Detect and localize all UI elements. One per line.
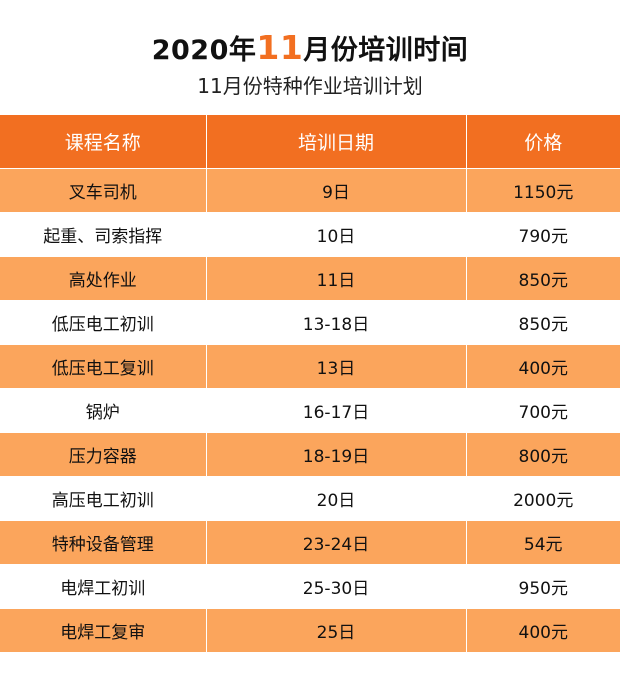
table-row: 特种设备管理 23-24日 54元 bbox=[0, 520, 620, 565]
table-row: 电焊工复审 25日 400元 bbox=[0, 608, 620, 652]
price: 1150元 bbox=[465, 168, 620, 213]
training-date: 13-18日 bbox=[205, 300, 466, 345]
training-date: 9日 bbox=[205, 168, 466, 213]
title-prefix: 2020年 bbox=[151, 35, 257, 66]
table-row: 低压电工复训 13日 400元 bbox=[0, 344, 620, 389]
header-training-date: 培训日期 bbox=[205, 115, 466, 169]
course-name: 起重、司索指挥 bbox=[0, 212, 206, 257]
price: 700元 bbox=[465, 388, 620, 433]
header-price: 价格 bbox=[465, 115, 620, 169]
header-course-name: 课程名称 bbox=[0, 115, 206, 169]
title-suffix: 月份培训时间 bbox=[303, 35, 469, 66]
training-date: 18-19日 bbox=[205, 432, 466, 477]
training-schedule-table: 课程名称 培训日期 价格 叉车司机 9日 1150元 起重、司索指挥 10日 7… bbox=[0, 115, 620, 652]
course-name: 电焊工初训 bbox=[0, 564, 206, 609]
training-date: 13日 bbox=[205, 344, 466, 389]
page-title: 2020年11月份培训时间 bbox=[0, 26, 620, 70]
course-name: 压力容器 bbox=[0, 432, 206, 477]
training-date: 23-24日 bbox=[205, 520, 466, 565]
course-name: 叉车司机 bbox=[0, 168, 206, 213]
table-row: 低压电工初训 13-18日 850元 bbox=[0, 300, 620, 345]
course-name: 锅炉 bbox=[0, 388, 206, 433]
course-name: 高压电工初训 bbox=[0, 476, 206, 521]
price: 850元 bbox=[465, 300, 620, 345]
table-row: 高压电工初训 20日 2000元 bbox=[0, 476, 620, 521]
price: 2000元 bbox=[465, 476, 620, 521]
course-name: 低压电工初训 bbox=[0, 300, 206, 345]
table-header-row: 课程名称 培训日期 价格 bbox=[0, 115, 620, 169]
training-date: 10日 bbox=[205, 212, 466, 257]
table-row: 锅炉 16-17日 700元 bbox=[0, 388, 620, 433]
table-row: 起重、司索指挥 10日 790元 bbox=[0, 212, 620, 257]
training-date: 16-17日 bbox=[205, 388, 466, 433]
price: 950元 bbox=[465, 564, 620, 609]
price: 400元 bbox=[465, 608, 620, 652]
table-row: 压力容器 18-19日 800元 bbox=[0, 432, 620, 477]
price: 400元 bbox=[465, 344, 620, 389]
training-date: 11日 bbox=[205, 256, 466, 301]
price: 790元 bbox=[465, 212, 620, 257]
page-subtitle: 11月份特种作业培训计划 bbox=[197, 74, 423, 98]
training-date: 20日 bbox=[205, 476, 466, 521]
course-name: 电焊工复审 bbox=[0, 608, 206, 652]
price: 800元 bbox=[465, 432, 620, 477]
course-name: 低压电工复训 bbox=[0, 344, 206, 389]
price: 850元 bbox=[465, 256, 620, 301]
training-date: 25日 bbox=[205, 608, 466, 652]
training-date: 25-30日 bbox=[205, 564, 466, 609]
course-name: 特种设备管理 bbox=[0, 520, 206, 565]
price: 54元 bbox=[465, 520, 620, 565]
title-month-highlight: 11 bbox=[256, 28, 304, 67]
table-row: 高处作业 11日 850元 bbox=[0, 256, 620, 301]
table-row: 电焊工初训 25-30日 950元 bbox=[0, 564, 620, 609]
table-row: 叉车司机 9日 1150元 bbox=[0, 168, 620, 213]
course-name: 高处作业 bbox=[0, 256, 206, 301]
